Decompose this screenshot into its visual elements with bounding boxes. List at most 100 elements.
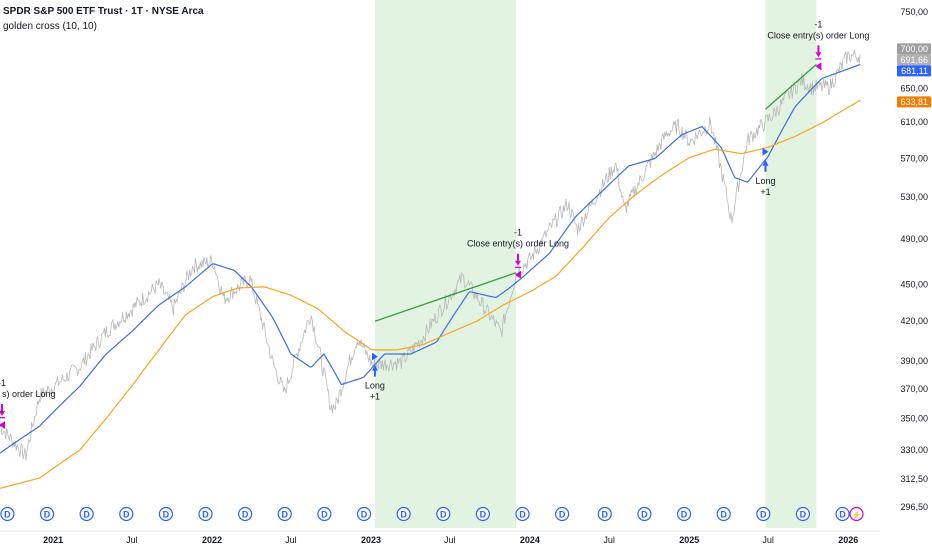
price-tick-label: 610,00 bbox=[900, 117, 928, 127]
time-tick-label: Jul bbox=[126, 535, 138, 545]
exit-arrow-icon[interactable] bbox=[0, 411, 5, 417]
dividend-glyph: D bbox=[83, 510, 90, 520]
price-tick-label: 650,00 bbox=[900, 83, 928, 93]
price-tick-label: 390,00 bbox=[900, 356, 928, 366]
long-label: Long bbox=[755, 176, 775, 186]
price-tick-label: 296,50 bbox=[900, 502, 928, 512]
split-glyph: ⚡ bbox=[852, 510, 862, 520]
exit-arrow-stem bbox=[1, 404, 3, 412]
long-arrow-icon[interactable] bbox=[371, 364, 378, 371]
price-tick-label: 350,00 bbox=[900, 413, 928, 423]
dividend-glyph: D bbox=[123, 510, 130, 520]
time-tick-label: Jul bbox=[285, 535, 297, 545]
exit-arrow-icon[interactable] bbox=[815, 52, 822, 58]
dividend-glyph: D bbox=[44, 510, 51, 520]
symbol-title[interactable]: SPDR S&P 500 ETF Trust · 1T · NYSE Arca bbox=[3, 6, 204, 17]
long-arrow-stem bbox=[764, 165, 767, 172]
trade-zone bbox=[765, 0, 817, 528]
entry-flag-icon bbox=[762, 147, 769, 156]
trade-zone bbox=[374, 0, 516, 528]
dividend-glyph: D bbox=[760, 510, 767, 520]
price-tag-label: 633,81 bbox=[900, 97, 928, 107]
price-tick-label: 420,00 bbox=[900, 316, 928, 326]
price-tag-label: 681,11 bbox=[901, 66, 928, 76]
dividend-glyph: D bbox=[839, 510, 846, 520]
dividend-event-icon[interactable] bbox=[396, 506, 411, 522]
dividend-event-icon[interactable] bbox=[637, 506, 652, 522]
price-axis[interactable]: 296,50 312,50 330,00 350,00 370,00 390,00 420,… bbox=[900, 7, 928, 512]
exit-qty-label: -1 bbox=[814, 19, 822, 29]
dividend-event-icon[interactable] bbox=[79, 506, 94, 522]
exit-flag-icon bbox=[514, 270, 521, 279]
exit-arrow-icon[interactable] bbox=[514, 260, 521, 266]
exit-order-label: Close entry(s) order Long bbox=[767, 30, 869, 40]
trade-zones bbox=[374, 0, 817, 528]
dividend-glyph: D bbox=[163, 510, 170, 520]
price-tag bbox=[897, 43, 931, 55]
time-tick-label: Jul bbox=[444, 535, 456, 545]
slow-ma-line bbox=[0, 99, 861, 489]
dividend-glyph: D bbox=[361, 510, 368, 520]
dividend-event-icon[interactable] bbox=[158, 506, 173, 522]
price-tick-label: 750,00 bbox=[900, 7, 928, 17]
exit-bar bbox=[0, 417, 5, 419]
dividend-event-icon[interactable] bbox=[676, 506, 692, 522]
exit-qty-label: -1 bbox=[514, 228, 522, 238]
dividend-event-icon[interactable] bbox=[475, 506, 490, 522]
price-tag-label: 691,66 bbox=[900, 55, 928, 65]
dividend-event-icon[interactable] bbox=[716, 506, 731, 522]
long-arrow-stem bbox=[373, 370, 376, 377]
price-tag bbox=[897, 54, 931, 66]
price-tag-label: 700,00 bbox=[900, 44, 928, 54]
dividend-event-icon[interactable] bbox=[0, 506, 15, 522]
dividend-event-icon[interactable] bbox=[277, 506, 292, 522]
dividend-glyph: D bbox=[282, 510, 289, 520]
exit-arrow-stem bbox=[817, 45, 820, 53]
trade-lines bbox=[374, 63, 817, 322]
time-tick-label: Jul bbox=[603, 535, 615, 545]
dividend-glyph: D bbox=[400, 510, 407, 520]
dividend-glyph: D bbox=[519, 510, 526, 520]
dividend-event-icon[interactable] bbox=[39, 506, 55, 522]
entry-flag-icon bbox=[371, 352, 378, 361]
dividend-event-icon[interactable] bbox=[317, 506, 332, 522]
dividend-event-icon[interactable] bbox=[436, 506, 451, 522]
dividend-glyph: D bbox=[321, 510, 328, 520]
long-arrow-icon[interactable] bbox=[762, 159, 769, 166]
dividend-glyph: D bbox=[480, 510, 487, 520]
dividend-event-icon[interactable] bbox=[795, 506, 811, 522]
dividend-event-icon[interactable] bbox=[356, 506, 372, 522]
exit-qty-label: -1 bbox=[0, 378, 6, 388]
dividend-event-icon[interactable] bbox=[756, 506, 771, 522]
dividend-glyph: D bbox=[602, 510, 609, 520]
exit-flag-icon bbox=[815, 62, 822, 71]
dividend-event-icon[interactable] bbox=[555, 506, 570, 522]
fast-ma-line bbox=[0, 63, 861, 454]
dividend-event-icon[interactable] bbox=[597, 506, 612, 522]
dividend-glyph: D bbox=[559, 510, 566, 520]
time-tick-label: 2022 bbox=[202, 535, 222, 545]
dividend-event-icon[interactable] bbox=[835, 506, 850, 522]
dividend-event-icon[interactable] bbox=[515, 506, 530, 522]
exit-order-label: Close entry(s) order Long bbox=[467, 239, 569, 249]
split-event-icon[interactable] bbox=[849, 506, 864, 522]
dividend-event-icon[interactable] bbox=[238, 506, 253, 522]
time-tick-label: 2023 bbox=[361, 535, 381, 545]
exit-bar bbox=[514, 266, 521, 269]
time-tick-label: 2025 bbox=[679, 535, 699, 545]
price-tag bbox=[897, 96, 931, 108]
event-markers[interactable]: D D D D D D D D D D D D D D D D D D D D D D ⚡ bbox=[0, 506, 864, 522]
exit-bar bbox=[815, 58, 822, 60]
price-tick-label: 450,00 bbox=[900, 279, 928, 289]
indicator-legend[interactable]: golden cross (10, 10) bbox=[3, 21, 97, 32]
trade-profit-line bbox=[765, 63, 817, 110]
time-tick-label: 2026 bbox=[838, 535, 858, 545]
moving-averages bbox=[0, 63, 861, 489]
time-axis[interactable]: 2021 Jul 2022 Jul 2023 Jul 2024 Jul 2025 Jul 2026 bbox=[43, 535, 858, 545]
long-qty-label: +1 bbox=[370, 392, 380, 402]
dividend-event-icon[interactable] bbox=[198, 506, 213, 522]
dividend-event-icon[interactable] bbox=[119, 506, 134, 522]
